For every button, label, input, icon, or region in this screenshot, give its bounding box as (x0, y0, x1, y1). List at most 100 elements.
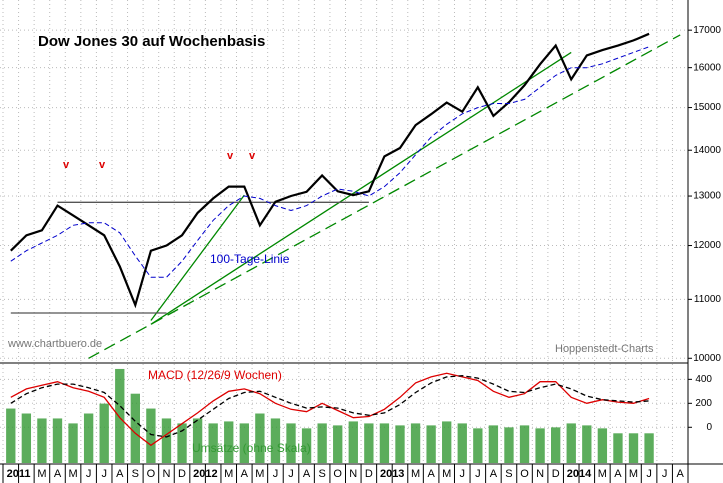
x-tick-label: M (224, 468, 233, 480)
volume-bar (364, 423, 374, 463)
x-tick-label: J (475, 468, 481, 480)
annotation: Hoppenstedt-Charts (555, 343, 654, 355)
x-tick-label: A (241, 468, 249, 480)
y-tick-label: 400 (695, 374, 712, 385)
volume-bar (457, 423, 467, 463)
x-tick-label: M (598, 468, 607, 480)
x-tick-label: A (427, 468, 435, 480)
macd-line (10, 375, 650, 438)
y-tick-label: 12000 (693, 240, 721, 251)
volume-bar (395, 425, 405, 463)
y-tick-label: 15000 (693, 102, 721, 113)
marker: v (227, 150, 234, 162)
volume-bar (442, 421, 452, 463)
volume-bar (317, 423, 327, 463)
x-tick-label: J (646, 468, 652, 480)
volume-bar (379, 423, 390, 463)
x-tick-label: S (132, 468, 139, 480)
x-tick-label: A (54, 468, 62, 480)
x-tick-label: M (411, 468, 420, 480)
macd-title: MACD (12/26/9 Wochen) (148, 368, 282, 382)
volume-bar (21, 413, 32, 463)
x-tick-label: O (333, 468, 342, 480)
volume-bar (628, 433, 639, 463)
x-tick-label: J (86, 468, 92, 480)
volume-bar (286, 423, 296, 463)
price-line (10, 32, 650, 309)
x-tick-label: S (505, 468, 512, 480)
x-tick-label: N (536, 468, 544, 480)
y-tick-label: 14000 (693, 145, 721, 156)
x-tick-label: J (662, 468, 668, 480)
volume-bar (146, 408, 156, 463)
volume-bar (566, 423, 576, 463)
volume-bar (519, 425, 530, 463)
x-tick-label: D (365, 468, 373, 480)
volume-bar (52, 418, 63, 463)
x-tick-label: A (490, 468, 498, 480)
y-tick-label: 200 (695, 398, 712, 409)
x-tick-label: O (147, 468, 156, 480)
volume-bar (270, 418, 281, 463)
volume-bar (255, 413, 265, 463)
volume-bar (613, 433, 623, 463)
volume-bar (348, 421, 358, 463)
annotation: www.chartbuero.de (7, 338, 102, 350)
volume-bar (6, 408, 16, 463)
marker: v (249, 150, 256, 162)
x-tick-label: A (116, 468, 124, 480)
volume-bar (582, 425, 592, 463)
volume-bar (644, 433, 654, 463)
volume-bar (37, 418, 47, 463)
x-tick-label: S (318, 468, 325, 480)
x-tick-label: J (101, 468, 107, 480)
x-tick-label: D (178, 468, 186, 480)
volume-bar (333, 425, 343, 463)
volume-bar (597, 428, 608, 463)
x-tick-label: N (162, 468, 170, 480)
x-tick-label: J (288, 468, 294, 480)
marker: v (99, 159, 106, 171)
annotation: 100-Tage-Linie (210, 252, 290, 266)
x-tick-label: M (629, 468, 638, 480)
x-tick-label: M (37, 468, 46, 480)
trendline (150, 194, 245, 321)
y-tick-label: 0 (706, 422, 712, 433)
volume-bar (535, 428, 545, 463)
x-tick-label: J (273, 468, 279, 480)
volume-bar (161, 418, 172, 463)
x-tick-label: M (255, 468, 264, 480)
y-tick-label: 17000 (693, 25, 721, 36)
y-tick-label: 13000 (693, 191, 721, 202)
x-tick-label: N (349, 468, 357, 480)
volume-bar (239, 423, 249, 463)
volume-bar (473, 428, 483, 463)
x-tick-label: J (460, 468, 466, 480)
x-tick-label: O (520, 468, 529, 480)
x-tick-label: A (677, 468, 685, 480)
volume-bar (177, 423, 187, 463)
volume-bar (504, 427, 514, 463)
x-tick-label: A (614, 468, 622, 480)
y-tick-label: 11000 (694, 294, 722, 305)
volume-bar (68, 423, 78, 463)
x-tick-label: M (68, 468, 77, 480)
volume-bar (488, 425, 499, 463)
volume-bar (208, 423, 218, 463)
volume-bar (115, 368, 125, 463)
volume-bar (130, 393, 140, 463)
volume-bar (301, 428, 312, 463)
volume-bar (551, 427, 561, 463)
y-tick-label: 16000 (693, 62, 721, 73)
trendline (88, 34, 681, 359)
volume-bar (224, 421, 234, 463)
chart-title: Dow Jones 30 auf Wochenbasis (38, 33, 265, 50)
marker: v (63, 159, 70, 171)
price-line (10, 46, 650, 278)
x-tick-label: M (442, 468, 451, 480)
x-tick-label: D (552, 468, 560, 480)
volume-bar (426, 425, 436, 463)
x-tick-label: A (303, 468, 311, 480)
